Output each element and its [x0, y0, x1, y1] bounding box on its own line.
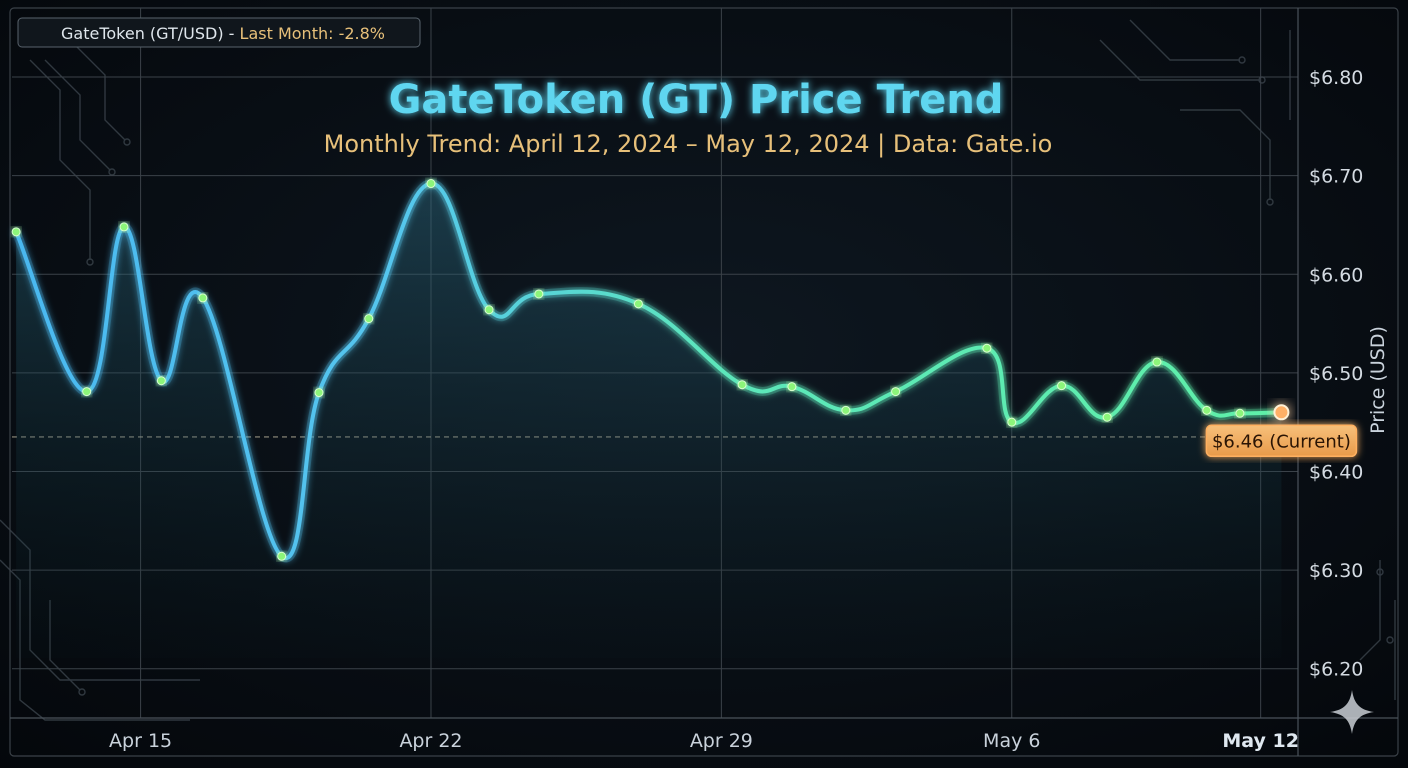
y-axis-label: Price (USD): [1367, 326, 1389, 434]
current-price-box: [1205, 424, 1358, 458]
x-tick-label: May 6: [983, 730, 1040, 752]
legend-text: GateToken (GT/USD) - Last Month: -2.8%: [61, 24, 385, 43]
y-tick-label: $6.30: [1309, 560, 1363, 582]
data-point: [1007, 417, 1017, 427]
x-tick-label: May 12: [1222, 730, 1299, 752]
chart-title: GateToken (GT) Price Trend: [389, 77, 1004, 123]
x-tick-label: Apr 15: [109, 730, 172, 752]
data-point: [277, 551, 287, 561]
y-tick-label: $6.60: [1309, 264, 1363, 286]
data-point: [891, 387, 901, 397]
data-point: [426, 179, 436, 189]
x-tick-label: Apr 29: [690, 730, 753, 752]
data-point: [364, 314, 374, 324]
y-tick-label: $6.50: [1309, 363, 1363, 385]
legend-change-label: Last Month: -2.8%: [240, 24, 385, 43]
data-point: [982, 343, 992, 353]
data-point: [1202, 405, 1212, 415]
data-point: [534, 289, 544, 299]
data-point: [119, 222, 129, 232]
data-point: [1235, 408, 1245, 418]
current-price-marker: [1273, 404, 1290, 421]
data-point: [787, 382, 797, 392]
data-point: [633, 299, 643, 309]
y-axis: $6.20 $6.30 $6.40 $6.50 $6.60 $6.70 $6.80: [1309, 67, 1363, 681]
y-tick-label: $6.40: [1309, 461, 1363, 483]
y-tick-label: $6.70: [1309, 166, 1363, 188]
data-point: [82, 387, 92, 397]
y-tick-label: $6.20: [1309, 659, 1363, 681]
data-point: [737, 380, 747, 390]
data-point: [314, 388, 324, 398]
data-point: [1152, 357, 1162, 367]
data-point: [484, 305, 494, 315]
data-point: [1057, 381, 1067, 391]
circuit-decoration: [0, 19, 1396, 721]
data-markers: [11, 179, 1245, 561]
data-point: [1102, 412, 1112, 422]
data-point: [11, 227, 21, 237]
current-price-callout: $6.46 (Current): [1205, 424, 1358, 458]
current-price-label: $6.46 (Current): [1212, 431, 1351, 452]
area-fill: [16, 183, 1282, 658]
legend-box: [17, 17, 421, 48]
y-tick-label: $6.80: [1309, 67, 1363, 89]
data-point: [156, 376, 166, 386]
data-point: [198, 293, 208, 303]
x-axis: Apr 15 Apr 22 Apr 29 May 6 May 12: [109, 730, 1299, 752]
data-point: [841, 405, 851, 415]
chart-subtitle: Monthly Trend: April 12, 2024 – May 12, …: [324, 130, 1053, 158]
legend-series-label: GateToken (GT/USD) -: [61, 24, 240, 43]
x-tick-label: Apr 22: [399, 730, 462, 752]
plot-frame: [9, 7, 1399, 757]
series-area: [16, 183, 1282, 658]
legend: GateToken (GT/USD) - Last Month: -2.8%: [17, 17, 421, 48]
sparkle-icon: [1330, 690, 1374, 734]
